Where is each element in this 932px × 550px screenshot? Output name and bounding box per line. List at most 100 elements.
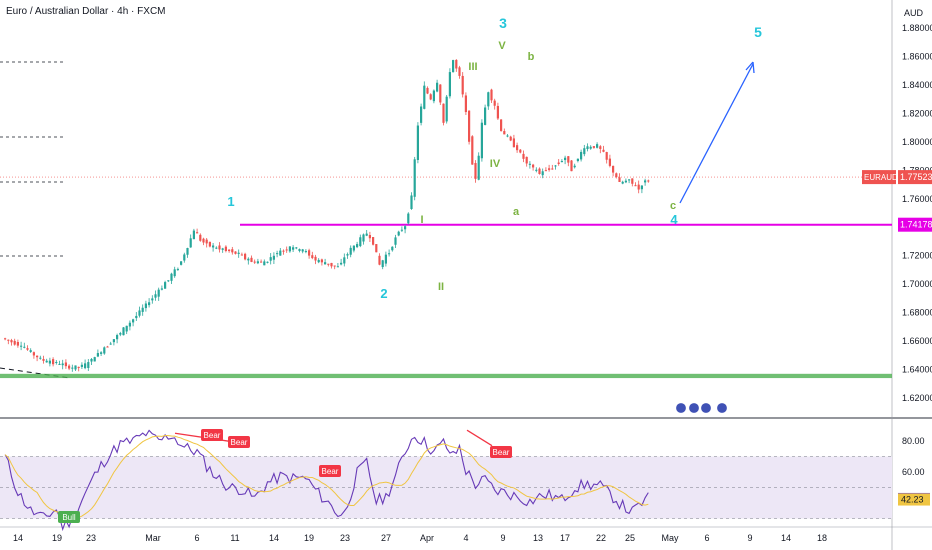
- candle: [375, 244, 378, 253]
- candle: [551, 168, 554, 170]
- time-tick-label: 22: [596, 533, 606, 543]
- projection-arrow: [679, 63, 754, 204]
- candle: [432, 90, 435, 102]
- candle: [132, 319, 135, 323]
- candle: [141, 307, 144, 312]
- candle: [554, 165, 557, 167]
- candle: [144, 303, 147, 309]
- time-tick-label: 25: [625, 533, 635, 543]
- candle: [567, 156, 570, 163]
- candle: [311, 255, 314, 259]
- candle: [452, 60, 455, 73]
- candle: [557, 162, 560, 164]
- candle: [336, 266, 339, 268]
- candle: [119, 332, 122, 335]
- current-price-tag-symbol-bg: [862, 170, 896, 185]
- candle: [413, 159, 416, 197]
- candle: [541, 171, 544, 176]
- candle: [167, 280, 170, 282]
- rsi-line: [4, 429, 649, 532]
- candle: [266, 261, 269, 263]
- candle: [176, 268, 179, 270]
- candle: [173, 269, 176, 277]
- candle: [106, 346, 109, 348]
- candle: [340, 262, 343, 265]
- candle: [628, 179, 631, 181]
- candle: [247, 258, 250, 261]
- candle: [260, 261, 263, 263]
- candle: [250, 257, 253, 262]
- rsi-ma-value-tag-bg: [898, 493, 930, 506]
- event-icon: [674, 401, 688, 415]
- candle: [272, 255, 275, 260]
- current-price-tag-symbol: EURAUD: [864, 173, 898, 182]
- time-tick-label: Mar: [145, 533, 161, 543]
- candle: [519, 149, 522, 153]
- candle: [125, 325, 128, 332]
- candle: [586, 146, 589, 150]
- time-tick-label: 4: [463, 533, 468, 543]
- candle: [205, 239, 208, 244]
- candle: [589, 146, 592, 149]
- candle: [570, 160, 573, 172]
- wave-label: b: [528, 51, 535, 63]
- time-tick-label: Apr: [420, 533, 434, 543]
- candle: [112, 339, 115, 343]
- candle: [154, 294, 157, 298]
- candle: [487, 92, 490, 107]
- candle: [423, 85, 426, 109]
- candle: [544, 170, 547, 172]
- candle: [461, 75, 464, 95]
- candle: [36, 355, 39, 358]
- candle: [90, 358, 93, 362]
- candle: [64, 362, 67, 367]
- wave-label: 2: [380, 286, 387, 301]
- candle: [164, 282, 167, 289]
- wave-label: IV: [490, 158, 501, 170]
- candle: [263, 261, 266, 266]
- candle: [100, 352, 103, 354]
- wave-label: c: [670, 200, 676, 212]
- candle: [397, 231, 400, 236]
- candle: [644, 180, 647, 183]
- candle: [228, 249, 231, 252]
- candle: [189, 238, 192, 248]
- candle: [490, 89, 493, 101]
- event-icon: [687, 401, 701, 415]
- candle: [464, 95, 467, 113]
- candle: [324, 262, 327, 265]
- candle: [612, 165, 615, 173]
- candle: [151, 298, 154, 301]
- bear-signal-bg: [319, 465, 341, 477]
- candle: [429, 94, 432, 100]
- candle: [592, 146, 595, 148]
- candle: [637, 184, 640, 190]
- time-tick-label: 19: [304, 533, 314, 543]
- price-tick-label: 1.68000: [902, 308, 932, 318]
- candle: [349, 247, 352, 255]
- candle: [135, 315, 138, 319]
- event-icon: [699, 401, 713, 415]
- price-tick-label: 1.62000: [902, 393, 932, 403]
- candle: [160, 288, 163, 290]
- price-tick-label: 1.64000: [902, 365, 932, 375]
- resistance-price-tag: 1.74178: [900, 220, 932, 230]
- candle: [493, 100, 496, 106]
- candle: [148, 302, 151, 306]
- candle: [605, 152, 608, 160]
- bear-signal: Bear: [322, 467, 339, 476]
- candle: [564, 157, 567, 161]
- candle: [346, 254, 349, 256]
- candle: [29, 350, 32, 352]
- price-tick-label: 1.66000: [902, 336, 932, 346]
- candle: [525, 156, 528, 164]
- candle: [221, 248, 224, 250]
- candle: [573, 165, 576, 168]
- candle: [202, 238, 205, 243]
- candle: [4, 338, 7, 340]
- candle: [602, 149, 605, 152]
- wave-label: 4: [670, 212, 678, 227]
- candle: [116, 335, 119, 340]
- chart-title: Euro / Australian Dollar · 4h · FXCM: [6, 6, 166, 17]
